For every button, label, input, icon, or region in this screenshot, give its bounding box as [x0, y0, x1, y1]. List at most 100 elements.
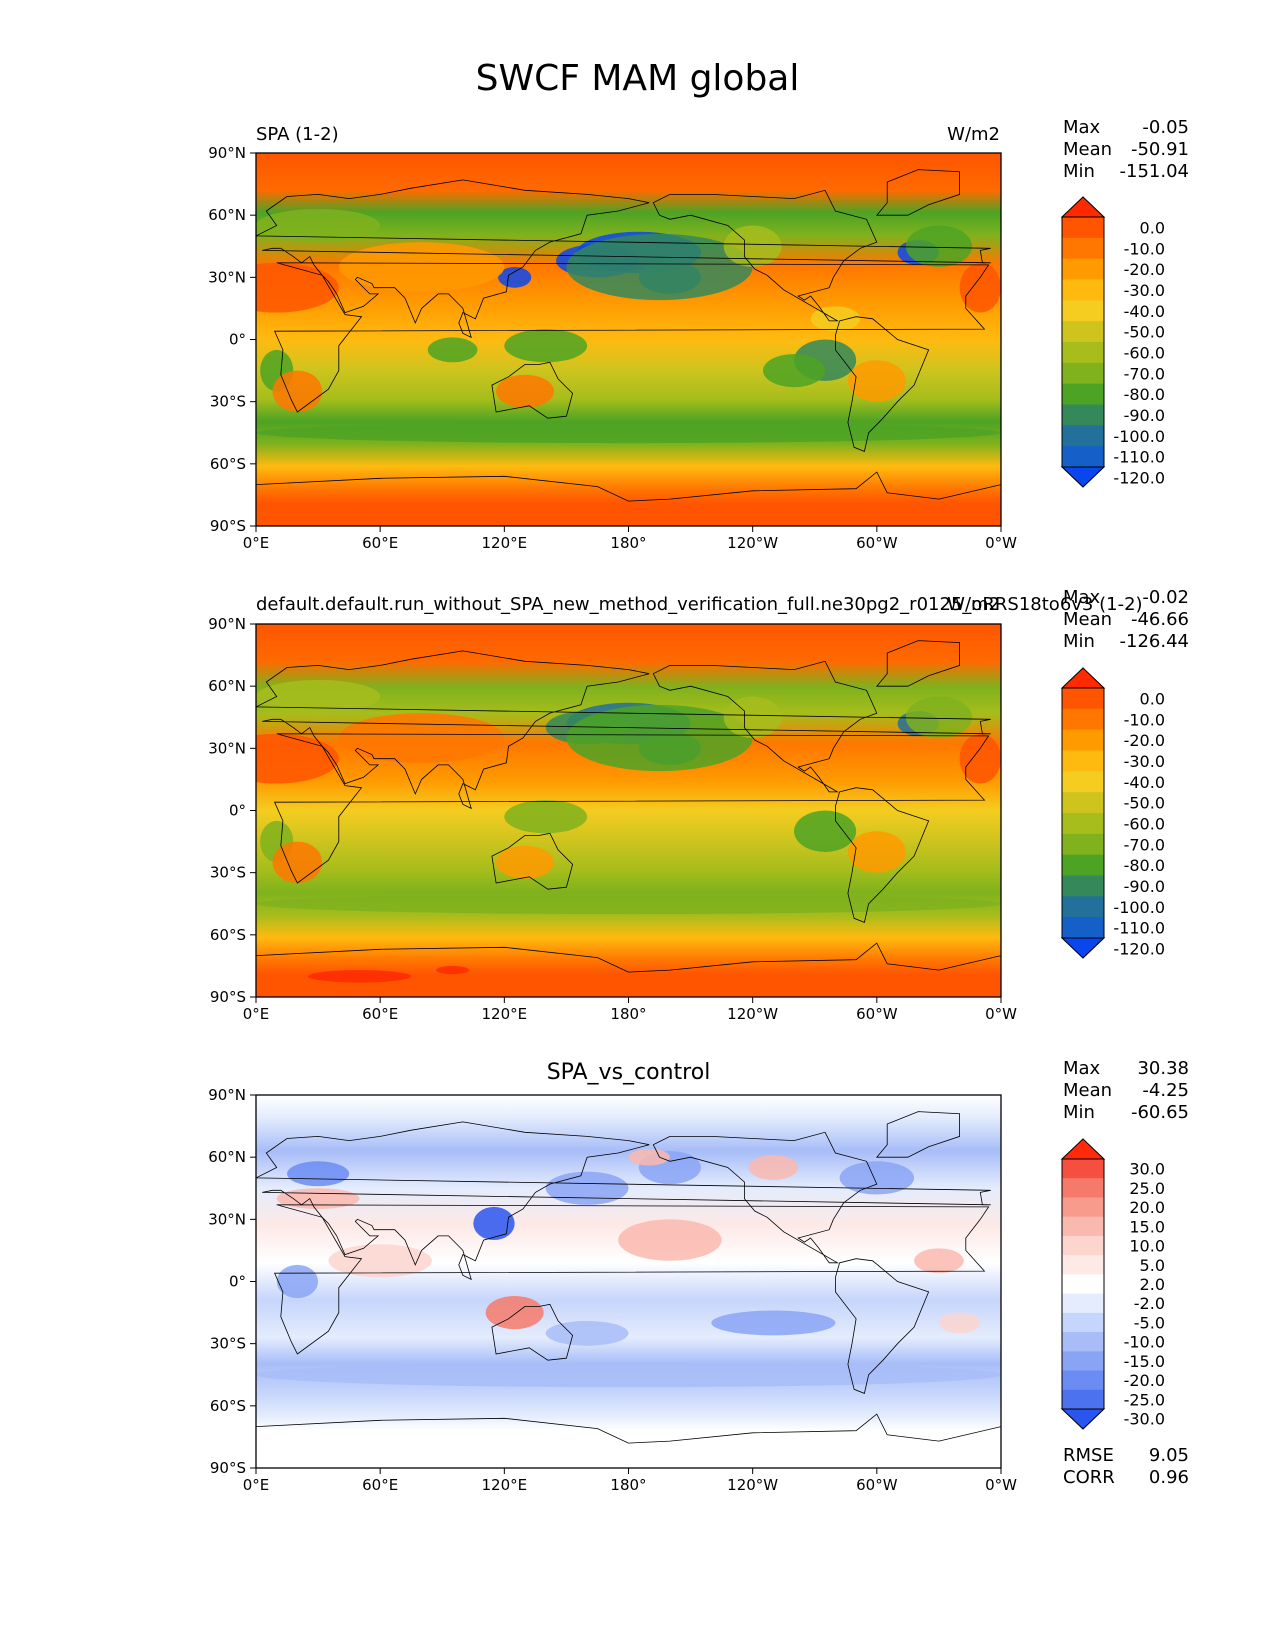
field-region	[618, 1219, 722, 1261]
field-region	[272, 370, 323, 413]
colorbar-tick-label: 0.0	[1140, 218, 1165, 237]
colorbar-band	[1062, 1197, 1104, 1218]
colorbar-tick-label: -30.0	[1124, 752, 1165, 771]
x-tick-label: 60°W	[856, 534, 898, 552]
colorbar-tick-label: -80.0	[1124, 856, 1165, 875]
colorbar-band	[1062, 258, 1104, 280]
x-tick-label: 0°E	[243, 534, 270, 552]
colorbar-tick-label: -2.0	[1134, 1294, 1165, 1313]
field-region	[256, 262, 339, 313]
colorbar-band	[1062, 237, 1104, 260]
colorbar-extend-min	[1060, 1408, 1106, 1430]
field-region	[905, 696, 973, 738]
field-region	[256, 208, 381, 243]
panel-3-stats: Max 30.38 Mean -4.25 Min -60.65	[1063, 1058, 1189, 1124]
field-region	[256, 1362, 1001, 1388]
colorbar-band	[1062, 875, 1104, 897]
x-tick-label: 60°E	[362, 1005, 398, 1023]
y-tick-label: 90°N	[208, 615, 246, 633]
field-region	[905, 225, 973, 267]
y-tick-label: 0°	[229, 802, 246, 820]
stat-value: -46.66	[1130, 609, 1189, 630]
coastline	[256, 179, 991, 339]
panel-1-title-left: SPA (1-2)	[256, 124, 339, 145]
map-panel-1	[256, 153, 1001, 526]
colorbar-band	[1062, 771, 1104, 793]
field-region	[307, 970, 412, 983]
colorbar-band	[1062, 342, 1104, 364]
coastline	[652, 189, 878, 322]
colorbar-band	[1062, 1332, 1104, 1352]
colorbar-tick-label: -10.0	[1124, 710, 1165, 729]
colorbar-band	[1062, 896, 1104, 918]
field-region	[914, 1248, 964, 1274]
colorbar-1: 0.0 -10.0 -20.0 -30.0 -40.0 -50.0-60.0 -70.0 -8…	[1060, 196, 1165, 488]
coastline	[256, 650, 991, 810]
y-tick-label: 90°S	[210, 517, 246, 535]
colorbar-tick-label: -110.0	[1113, 448, 1165, 467]
colorbar-tick-label: -50.0	[1124, 323, 1165, 342]
field-region	[256, 422, 1001, 444]
stat-value: 30.38	[1137, 1058, 1189, 1079]
stat-label: Min	[1063, 161, 1095, 182]
colorbar-band	[1062, 383, 1104, 405]
colorbar-band	[1062, 1216, 1104, 1237]
field-region	[938, 1312, 981, 1334]
stat-label: RMSE	[1063, 1445, 1114, 1466]
field-region	[847, 360, 906, 402]
colorbar-tick-label: 20.0	[1129, 1198, 1165, 1217]
y-tick-label: 30°N	[208, 739, 246, 757]
panel-1-stats: Max -0.05 Mean -50.91 Min -151.04	[1063, 117, 1189, 183]
stat-value: 0.96	[1148, 1467, 1189, 1488]
colorbar-band	[1062, 446, 1104, 468]
x-tick-label: 120°W	[727, 1005, 778, 1023]
colorbar-frame	[1061, 1158, 1105, 1410]
coastline	[835, 316, 930, 452]
x-tick-label: 0°W	[985, 534, 1017, 552]
field-region	[436, 965, 470, 975]
field-region	[496, 845, 554, 879]
x-tick-label: 60°W	[856, 1005, 898, 1023]
field-region	[276, 1188, 360, 1209]
y-tick-label: 30°N	[208, 1210, 246, 1228]
stat-label: Min	[1063, 631, 1095, 652]
y-tick-label: 90°N	[208, 1086, 246, 1104]
colorbar-tick-label: -40.0	[1124, 302, 1165, 321]
stat-value: -4.25	[1142, 1080, 1189, 1101]
field-region	[496, 374, 554, 408]
colorbar-tick-label: -100.0	[1113, 898, 1165, 917]
colorbar-tick-label: -5.0	[1134, 1313, 1165, 1332]
y-tick-label: 0°	[229, 331, 246, 349]
colorbar-tick-label: 15.0	[1129, 1217, 1165, 1236]
colorbar-tick-label: -10.0	[1124, 239, 1165, 258]
coastline	[491, 1303, 574, 1361]
colorbar-tick-label: -50.0	[1124, 794, 1165, 813]
stat-label: Mean	[1063, 1080, 1113, 1101]
map-background	[256, 153, 1001, 526]
stat-value: -0.05	[1142, 117, 1189, 138]
coastline	[491, 832, 574, 890]
colorbar-tick-label: -120.0	[1113, 468, 1165, 487]
figure-title: SWCF MAM global	[475, 58, 800, 99]
panel-3-title: SPA_vs_control	[546, 1060, 711, 1085]
x-tick-label: 0°W	[985, 1476, 1017, 1494]
colorbar-band	[1062, 321, 1104, 343]
colorbar-band	[1062, 1370, 1104, 1391]
x-tick-label: 120°W	[727, 534, 778, 552]
y-tick-label: 60°N	[208, 677, 246, 695]
colorbar-tick-label: -110.0	[1113, 919, 1165, 938]
colorbar-band	[1062, 792, 1104, 814]
colorbar-band	[1062, 688, 1104, 710]
colorbar-band	[1062, 1293, 1104, 1314]
colorbar-band	[1062, 1312, 1104, 1333]
map-background	[256, 624, 1001, 997]
x-tick-label: 120°E	[482, 1476, 528, 1494]
colorbar-tick-label: -30.0	[1124, 1410, 1165, 1429]
colorbar-extend-min	[1060, 937, 1106, 959]
panel-3-extra-stats: RMSE 9.05 CORR 0.96	[1063, 1445, 1189, 1489]
colorbar-band	[1062, 729, 1104, 751]
field-region	[256, 679, 381, 714]
colorbar-band	[1062, 1235, 1104, 1256]
y-tick-label: 60°S	[210, 455, 246, 473]
